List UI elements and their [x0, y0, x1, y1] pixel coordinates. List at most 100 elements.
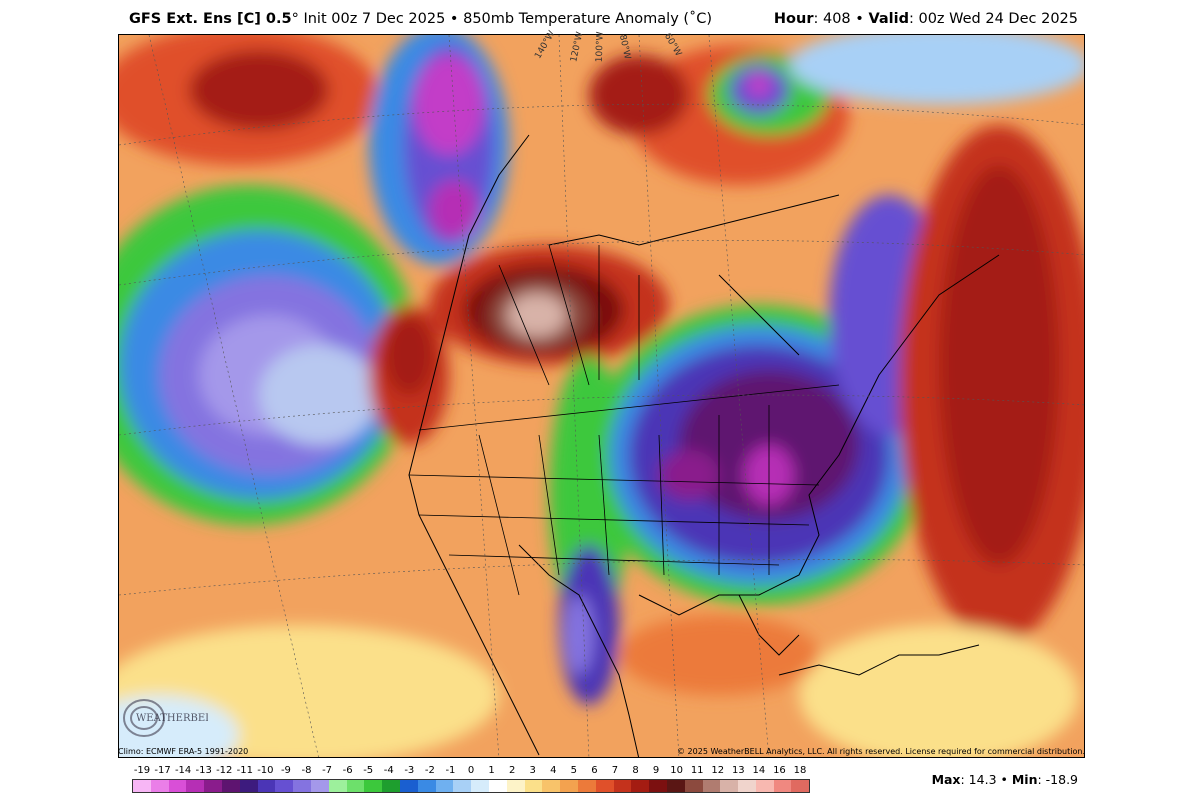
colorbar-label: -13 [195, 765, 212, 776]
colorbar-swatch [595, 780, 614, 792]
colorbar-labels: -19 -17 -14 -13 -12 -11 -10 -9 -8 -7 -6 -5 -4 -3 -2 -1 0… [132, 765, 810, 779]
colorbar-swatch [168, 780, 187, 792]
field-name: 850mb Temperature Anomaly (˚C) [463, 11, 713, 27]
max-label: Max [931, 772, 961, 787]
colorbar-swatch [560, 780, 578, 792]
colorbar-label: -10 [257, 765, 274, 776]
colorbar-label: 7 [611, 765, 619, 776]
colorbar-label: -4 [383, 765, 394, 776]
colorbar-swatch [293, 780, 311, 792]
colorbar-swatch [346, 780, 365, 792]
colorbar-label: 14 [752, 765, 766, 776]
colorbar-label: -9 [280, 765, 291, 776]
colorbar-swatch [666, 780, 685, 792]
valid-time-header: Hour: 408 • Valid: 00z Wed 24 Dec 2025 [774, 11, 1078, 27]
colorbar-swatch [488, 780, 507, 792]
colorbar-label: -14 [174, 765, 192, 776]
colorbar-swatch [328, 780, 347, 792]
colorbar-label: 4 [550, 765, 557, 776]
colorbar [132, 779, 810, 793]
coastlines [408, 134, 1000, 757]
colorbar-label: -7 [322, 765, 333, 776]
colorbar-label: 1 [488, 765, 495, 776]
colorbar-swatch [275, 780, 294, 792]
valid-value: : 00z Wed 24 Dec 2025 [908, 11, 1078, 27]
colorbar-label: 6 [591, 765, 598, 776]
colorbar-swatch [613, 780, 632, 792]
colorbar-swatch [506, 780, 525, 792]
colorbar-swatch [649, 780, 667, 792]
colorbar-label: 10 [670, 765, 683, 776]
colorbar-label: -17 [154, 765, 171, 776]
colorbar-label: -12 [216, 765, 233, 776]
logo-text: WEATHERBELL [136, 713, 208, 724]
max-value: : 14.3 • [960, 772, 1012, 787]
colorbar-swatch [453, 780, 472, 792]
map-canvas [119, 35, 1084, 757]
colorbar-label: -3 [404, 765, 415, 776]
colorbar-label: -11 [236, 765, 253, 776]
colorbar-swatch [257, 780, 276, 792]
colorbar-swatch [239, 780, 258, 792]
colorbar-swatch [720, 780, 739, 792]
colorbar-label: -1 [445, 765, 456, 776]
anomaly-map [118, 34, 1085, 758]
colorbar-label: 8 [632, 765, 639, 776]
title-bullet: • [445, 11, 464, 27]
valid-label: Valid [868, 11, 909, 27]
colorbar-label: -2 [424, 765, 435, 776]
state-borders [408, 244, 840, 596]
model-name: GFS Ext. Ens [C] 0.5 [129, 11, 292, 27]
colorbar-swatch [435, 780, 454, 792]
colorbar-label: 5 [570, 765, 577, 776]
colorbar-label: -5 [363, 765, 374, 776]
colorbar-swatch [773, 780, 792, 792]
colorbar-swatch [150, 780, 169, 792]
colorbar-swatch [791, 780, 810, 792]
graticule [119, 35, 1084, 757]
colorbar-label: 11 [690, 765, 704, 776]
colorbar-swatch [417, 780, 436, 792]
colorbar-swatch [631, 780, 650, 792]
copyright-note: © 2025 WeatherBELL Analytics, LLC. All r… [677, 747, 1085, 756]
degree-symbol: ° [291, 11, 299, 27]
colorbar-label: -6 [342, 765, 353, 776]
colorbar-swatch [524, 780, 543, 792]
colorbar-label: 16 [773, 765, 786, 776]
colorbar-label: 0 [467, 765, 475, 776]
colorbar-label: 12 [711, 765, 725, 776]
climo-note: Climo: ECMWF ERA-5 1991-2020 [118, 747, 249, 756]
hour-label: Hour [773, 11, 814, 27]
colorbar-label: 3 [529, 765, 536, 776]
max-min-stats: Max: 14.3 • Min: -18.9 [932, 772, 1078, 787]
colorbar-label: 13 [731, 765, 745, 776]
min-value: : -18.9 [1037, 772, 1078, 787]
colorbar-swatch [755, 780, 774, 792]
colorbar-swatch [738, 780, 756, 792]
colorbar-swatch [382, 780, 400, 792]
colorbar-swatch [577, 780, 596, 792]
colorbar-label: -19 [133, 765, 151, 776]
colorbar-label: 18 [793, 765, 807, 776]
init-time: Init 00z 7 Dec 2025 [298, 11, 446, 27]
colorbar-swatch [364, 780, 383, 792]
lon-label-100w: 100°W [594, 31, 606, 63]
colorbar-swatch [542, 780, 561, 792]
colorbar-swatch [310, 780, 329, 792]
anomaly-field [119, 35, 1084, 757]
colorbar-label: 2 [508, 765, 516, 776]
colorbar-swatch [471, 780, 489, 792]
colorbar-swatch [186, 780, 205, 792]
colorbar-label: 9 [652, 765, 660, 776]
hour-value: : 408 • [813, 11, 869, 27]
map-title: GFS Ext. Ens [C] 0.5° Init 00z 7 Dec 202… [129, 11, 712, 27]
colorbar-swatch [133, 780, 151, 792]
weatherbell-logo: WEATHERBELL [122, 697, 219, 739]
colorbar-swatch [702, 780, 721, 792]
colorbar-swatch [221, 780, 240, 792]
colorbar-swatch [204, 780, 222, 792]
min-label: Min [1011, 772, 1038, 787]
colorbar-swatch [399, 780, 418, 792]
colorbar-label: -8 [301, 765, 312, 776]
colorbar-swatch [684, 780, 703, 792]
